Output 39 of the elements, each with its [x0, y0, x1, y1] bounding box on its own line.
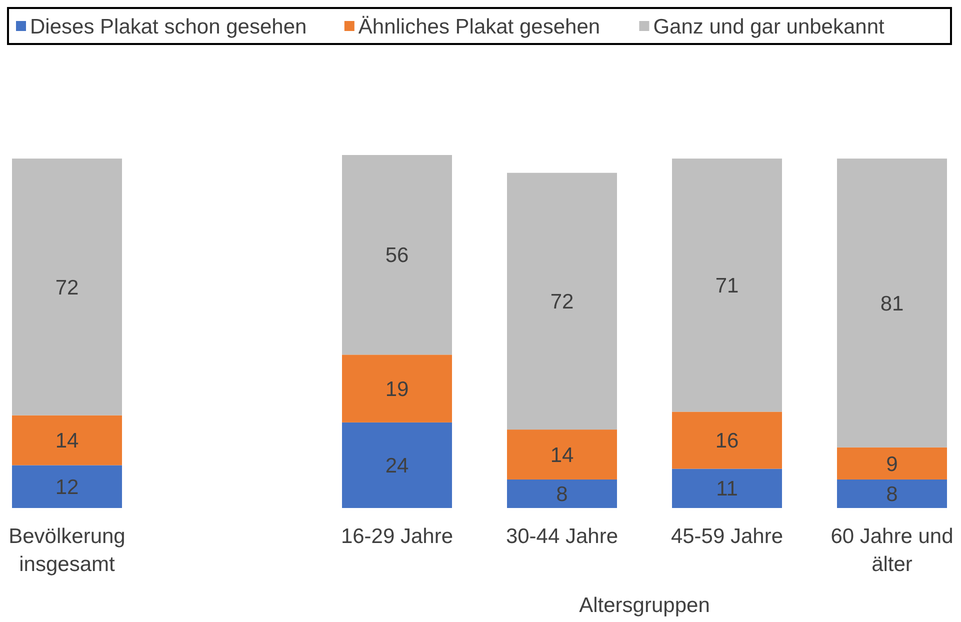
data-label: 24	[385, 454, 409, 478]
data-label: 14	[550, 444, 574, 467]
data-label: 19	[385, 378, 409, 401]
bar	[837, 479, 947, 508]
data-label: 81	[880, 292, 904, 316]
bar	[342, 422, 452, 508]
bar	[342, 354, 452, 422]
data-label: 72	[55, 276, 79, 300]
bar	[672, 412, 782, 469]
data-label: 11	[716, 478, 738, 501]
legend-label: Ganz und gar unbekannt	[653, 15, 885, 38]
data-label: 12	[55, 476, 79, 499]
bar	[12, 158, 122, 416]
data-label: 14	[55, 430, 79, 453]
x-tick-label: 60 Jahre und älter	[830, 525, 954, 576]
legend-label: Ähnliches Plakat gesehen	[358, 15, 600, 38]
x-axis-title: Altersgruppen	[579, 594, 710, 617]
bar	[507, 172, 617, 430]
data-label: 8	[886, 483, 898, 506]
bar	[837, 158, 947, 448]
data-label: 9	[886, 452, 898, 476]
bar	[507, 479, 617, 508]
data-label: 71	[715, 274, 739, 298]
x-tick-label: 16-29 Jahre	[340, 525, 454, 548]
x-tick-label: 30-44 Jahre	[506, 525, 618, 548]
data-label: 72	[550, 290, 574, 314]
data-label: 16	[715, 430, 739, 453]
data-label: 56	[385, 244, 409, 268]
bar	[342, 155, 452, 355]
bar	[672, 468, 782, 508]
legend-label: Dieses Plakat schon gesehen	[30, 15, 307, 38]
data-label: 8	[556, 483, 568, 506]
bar	[672, 158, 782, 412]
bar	[12, 415, 122, 466]
bar	[837, 447, 947, 480]
bar	[507, 430, 617, 480]
bar	[12, 465, 122, 508]
x-tick-label: Bevölkerung insgesamt	[8, 525, 126, 576]
x-tick-label: 45-59 Jahre	[670, 525, 784, 548]
